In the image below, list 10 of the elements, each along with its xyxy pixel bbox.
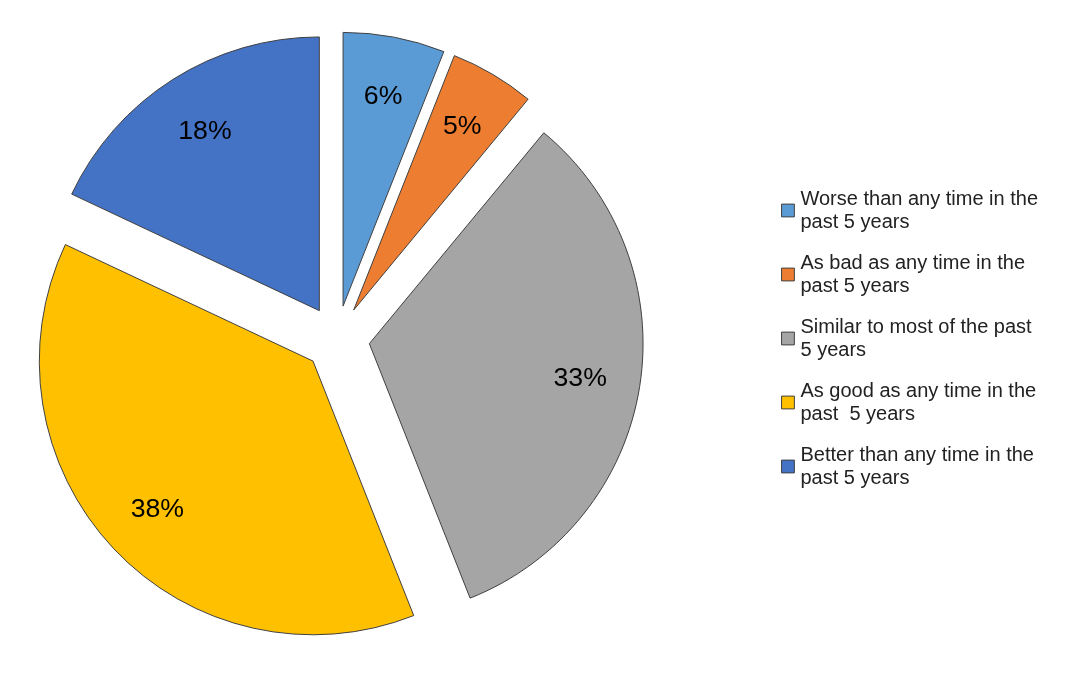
legend-label: As good as any time in the past 5 years: [800, 379, 1037, 425]
data-label: 6%: [363, 80, 403, 111]
data-label: 5%: [443, 110, 482, 141]
data-label: 18%: [178, 114, 232, 145]
legend-label: Better than any time in the past 5 years: [800, 443, 1034, 489]
data-label: 38%: [130, 492, 185, 523]
legend-label: As bad as any time in the past 5 years: [800, 251, 1026, 297]
legend-label: Worse than any time in the past 5 years: [800, 187, 1038, 233]
data-label: 33%: [553, 362, 607, 393]
legend-label: Similar to most of the past 5 years: [800, 315, 1032, 361]
